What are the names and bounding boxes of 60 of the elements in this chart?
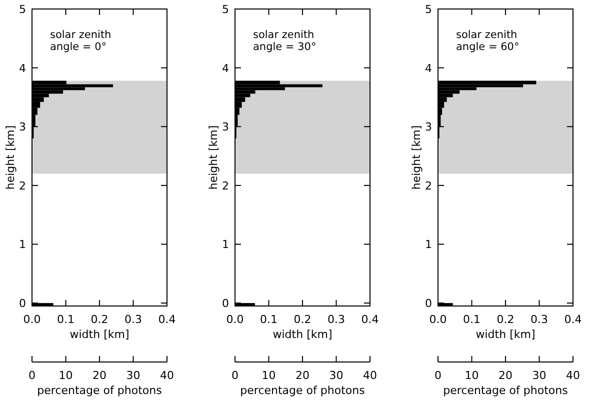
x2-tick-label: 20 bbox=[296, 369, 310, 382]
x2-axis-title: percentage of photons bbox=[37, 384, 162, 397]
x2-tick-label: 0 bbox=[434, 369, 442, 382]
y-axis-title: height [km] bbox=[4, 125, 17, 190]
y-tick-label: 2 bbox=[425, 179, 432, 192]
x2-tick-label: 0 bbox=[232, 369, 238, 382]
x2-tick-label: 10 bbox=[464, 369, 479, 382]
y-tick-label: 0 bbox=[425, 297, 432, 310]
y-axis-title: height [km] bbox=[207, 125, 220, 190]
y-tick-label: 4 bbox=[425, 62, 432, 75]
x2-tick-label: 10 bbox=[262, 369, 276, 382]
y-tick-label: 1 bbox=[222, 238, 229, 252]
x2-tick-label: 30 bbox=[329, 369, 344, 382]
x-tick-label: 0.2 bbox=[294, 313, 312, 326]
x2-tick-label: 0 bbox=[28, 369, 36, 382]
x2-tick-label: 10 bbox=[58, 369, 73, 382]
x-tick-label: 0.4 bbox=[158, 313, 176, 326]
y-tick-label: 4 bbox=[222, 62, 229, 75]
y-tick-label: 3 bbox=[425, 120, 432, 134]
x-tick-label: 0.0 bbox=[429, 313, 447, 326]
y-tick-label: 4 bbox=[19, 62, 26, 75]
y-axis-title: height [km] bbox=[410, 125, 423, 190]
x2-tick-label: 40 bbox=[363, 369, 377, 382]
annotation: solar zenith angle = 0° bbox=[50, 29, 112, 53]
x-tick-label: 0.3 bbox=[124, 313, 142, 326]
x2-axis-title: percentage of photons bbox=[443, 384, 568, 397]
y-tick-label: 0 bbox=[19, 297, 26, 310]
x2-tick-label: 30 bbox=[532, 369, 546, 382]
y-tick-label: 3 bbox=[222, 120, 229, 134]
x-tick-label: 0.2 bbox=[90, 313, 108, 326]
x-tick-label: 0.1 bbox=[260, 313, 278, 326]
x-tick-label: 0.1 bbox=[57, 313, 74, 326]
x2-tick-label: 20 bbox=[92, 369, 106, 382]
x-tick-label: 0.4 bbox=[564, 313, 582, 326]
y-tick-label: 5 bbox=[425, 3, 432, 16]
x-axis-title: width [km] bbox=[70, 328, 130, 341]
x-axis-title: width [km] bbox=[476, 328, 536, 341]
y-tick-label: 1 bbox=[19, 238, 26, 252]
y-tick-label: 5 bbox=[222, 3, 229, 16]
x2-axis-title: percentage of photons bbox=[240, 384, 366, 397]
y-tick-label: 3 bbox=[19, 120, 26, 134]
y-tick-label: 5 bbox=[19, 3, 26, 16]
x2-tick-label: 40 bbox=[160, 369, 174, 382]
x-tick-label: 0.0 bbox=[23, 313, 41, 326]
annotation: solar zenith angle = 30° bbox=[253, 29, 316, 53]
x-tick-label: 0.3 bbox=[328, 313, 345, 326]
x2-tick-label: 20 bbox=[498, 369, 512, 382]
x-tick-label: 0.4 bbox=[361, 313, 379, 326]
y-tick-label: 0 bbox=[222, 297, 229, 310]
x-axis-title: width [km] bbox=[272, 328, 332, 341]
x-tick-label: 0.0 bbox=[226, 313, 244, 326]
annotation: solar zenith angle = 60° bbox=[456, 29, 520, 53]
x2-tick-label: 40 bbox=[566, 369, 580, 382]
x-tick-label: 0.1 bbox=[463, 313, 480, 326]
x2-tick-label: 30 bbox=[126, 369, 140, 382]
y-tick-label: 2 bbox=[222, 179, 229, 192]
y-tick-label: 2 bbox=[19, 179, 26, 192]
y-tick-label: 1 bbox=[425, 238, 432, 252]
x-tick-label: 0.2 bbox=[496, 313, 514, 326]
x-tick-label: 0.3 bbox=[530, 313, 548, 326]
